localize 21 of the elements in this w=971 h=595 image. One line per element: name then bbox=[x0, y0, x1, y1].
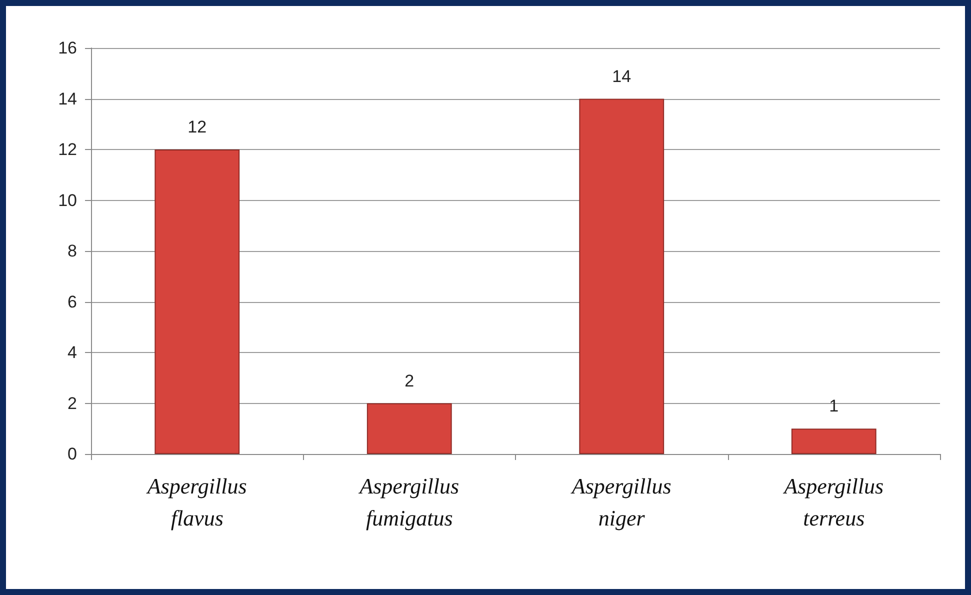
x-tick-label: Aspergillus fumigatus bbox=[358, 474, 460, 530]
x-tick-label: Aspergillus flavus bbox=[145, 474, 247, 530]
data-label: 2 bbox=[404, 371, 414, 390]
y-tick-label: 8 bbox=[68, 242, 77, 260]
x-tick-label: Aspergillus terreus bbox=[782, 474, 884, 530]
y-tick-label: 10 bbox=[58, 190, 77, 210]
y-tick-label: 0 bbox=[68, 444, 77, 464]
y-tick-label: 16 bbox=[58, 38, 77, 58]
bar bbox=[791, 428, 876, 454]
data-label: 14 bbox=[612, 66, 632, 86]
data-label: 1 bbox=[829, 396, 839, 416]
y-tick-label: 12 bbox=[58, 140, 77, 159]
bar bbox=[154, 150, 240, 454]
bar bbox=[579, 98, 664, 454]
bar bbox=[366, 403, 452, 454]
y-tick-label: 4 bbox=[68, 343, 77, 362]
x-tick-label: Aspergillus niger bbox=[570, 474, 672, 530]
y-tick-label: 6 bbox=[68, 292, 77, 312]
data-label: 12 bbox=[188, 118, 207, 136]
y-tick-label: 2 bbox=[68, 394, 77, 413]
y-tick-label: 14 bbox=[58, 89, 77, 108]
